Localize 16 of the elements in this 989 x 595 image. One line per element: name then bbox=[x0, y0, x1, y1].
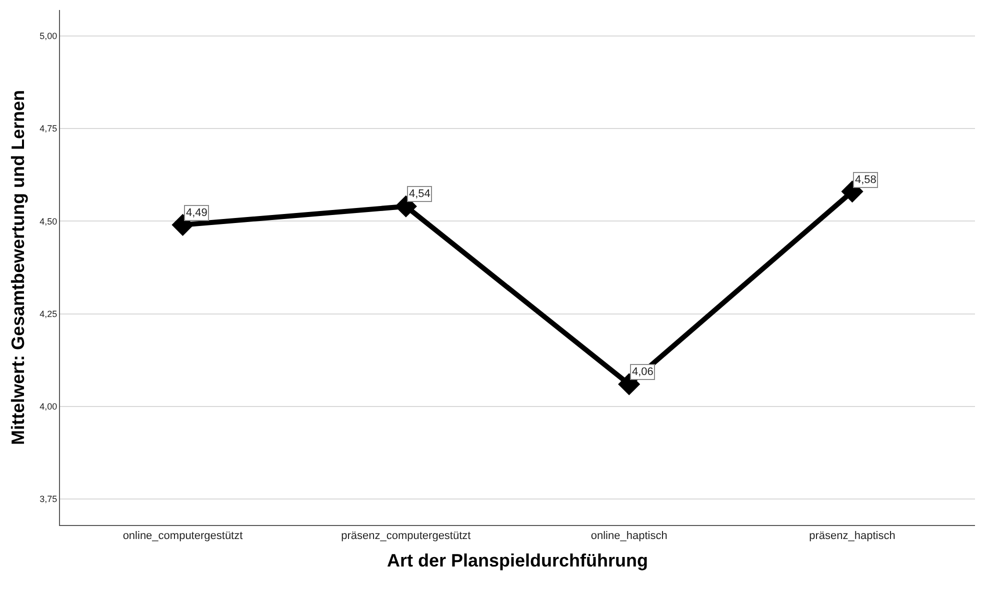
x-tick-label: online_computergestützt bbox=[122, 530, 243, 542]
y-tick-label: 4,25 bbox=[40, 308, 58, 319]
y-tick-label: 3,75 bbox=[40, 494, 58, 504]
data-label: 4,58 bbox=[855, 174, 876, 186]
y-tick-label: 4,50 bbox=[40, 216, 58, 226]
y-tick-label: 4,75 bbox=[40, 124, 58, 134]
y-tick-label: 4,00 bbox=[40, 402, 58, 412]
x-axis-title: Art der Planspieldurchführung bbox=[386, 550, 648, 570]
x-tick-label: präsenz_computergestützt bbox=[341, 530, 471, 542]
y-tick-label: 5,00 bbox=[40, 31, 58, 42]
x-tick-label: präsenz_haptisch bbox=[809, 530, 896, 542]
data-label: 4,06 bbox=[632, 366, 654, 378]
y-axis-title: Mittelwert: Gesamtbewertung und Lernen bbox=[8, 90, 28, 446]
x-tick-label: online_haptisch bbox=[590, 530, 668, 542]
data-label: 4,54 bbox=[409, 188, 430, 200]
data-label: 4,49 bbox=[186, 207, 208, 219]
